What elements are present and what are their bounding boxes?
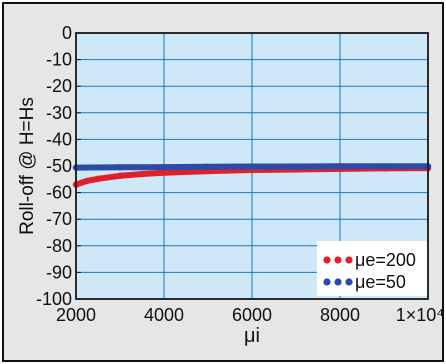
y-tick-label-5: -50 [46,156,72,176]
series-1-point-2 [160,163,168,171]
series-0-point-1 [83,177,91,185]
series-0-point-4 [138,170,146,178]
legend: μe=200 μe=50 [317,241,427,296]
x-tick-label-4: 1×10⁴ [396,305,444,325]
x-tick-label-2: 6000 [232,305,272,325]
y-tick-label-6: -60 [46,183,72,203]
x-tick-label-1: 4000 [144,305,184,325]
legend-dot-1-0 [323,278,331,286]
plot-border [75,32,429,300]
x-axis-ticks: 2000 4000 6000 8000 1×10⁴ [56,305,444,325]
series-1-point-6 [336,163,344,170]
series-layer [72,163,432,188]
series-1-point-4 [248,163,256,170]
series-1-point-5 [292,163,300,170]
y-tick-label-4: -40 [46,129,72,149]
x-tick-label-3: 8000 [320,305,360,325]
legend-item-0: μe=200 [323,250,416,270]
y-tick-label-7: -70 [46,209,72,229]
x-axis-label: μi [244,325,260,347]
y-tick-label-3: -30 [46,103,72,123]
legend-dot-0-1 [334,256,342,264]
legend-label-0: μe=200 [355,250,416,270]
legend-box [317,241,427,296]
y-axis-ticks: 0 -10 -20 -30 -40 -50 -60 -70 -80 -90 -100 [36,23,81,309]
x-tick-label-0: 2000 [56,305,96,325]
y-tick-label-1: -10 [46,50,72,70]
y-tick-label-2: -20 [46,76,72,96]
series-1-point-7 [380,163,388,170]
legend-label-1: μe=50 [355,272,406,292]
y-tick-label-10: -100 [36,289,72,309]
legend-dot-1-2 [345,278,353,286]
series-0-point-3 [116,172,124,180]
y-axis-label: Roll-off @ H=Hs [17,97,38,235]
legend-dot-0-0 [323,256,331,264]
legend-dot-0-2 [345,256,353,264]
y-tick-label-0: 0 [62,23,72,43]
y-tick-label-8: -80 [46,236,72,256]
series-1-point-3 [204,163,212,170]
legend-item-1: μe=50 [323,272,406,292]
series-0-point-5 [160,169,168,176]
series-1-point-1 [116,164,124,171]
legend-swatch-0 [323,256,353,264]
legend-swatch-1 [323,278,353,286]
series-0-point-2 [94,175,102,182]
y-tick-label-9: -90 [46,262,72,282]
legend-dot-1-1 [334,278,342,286]
